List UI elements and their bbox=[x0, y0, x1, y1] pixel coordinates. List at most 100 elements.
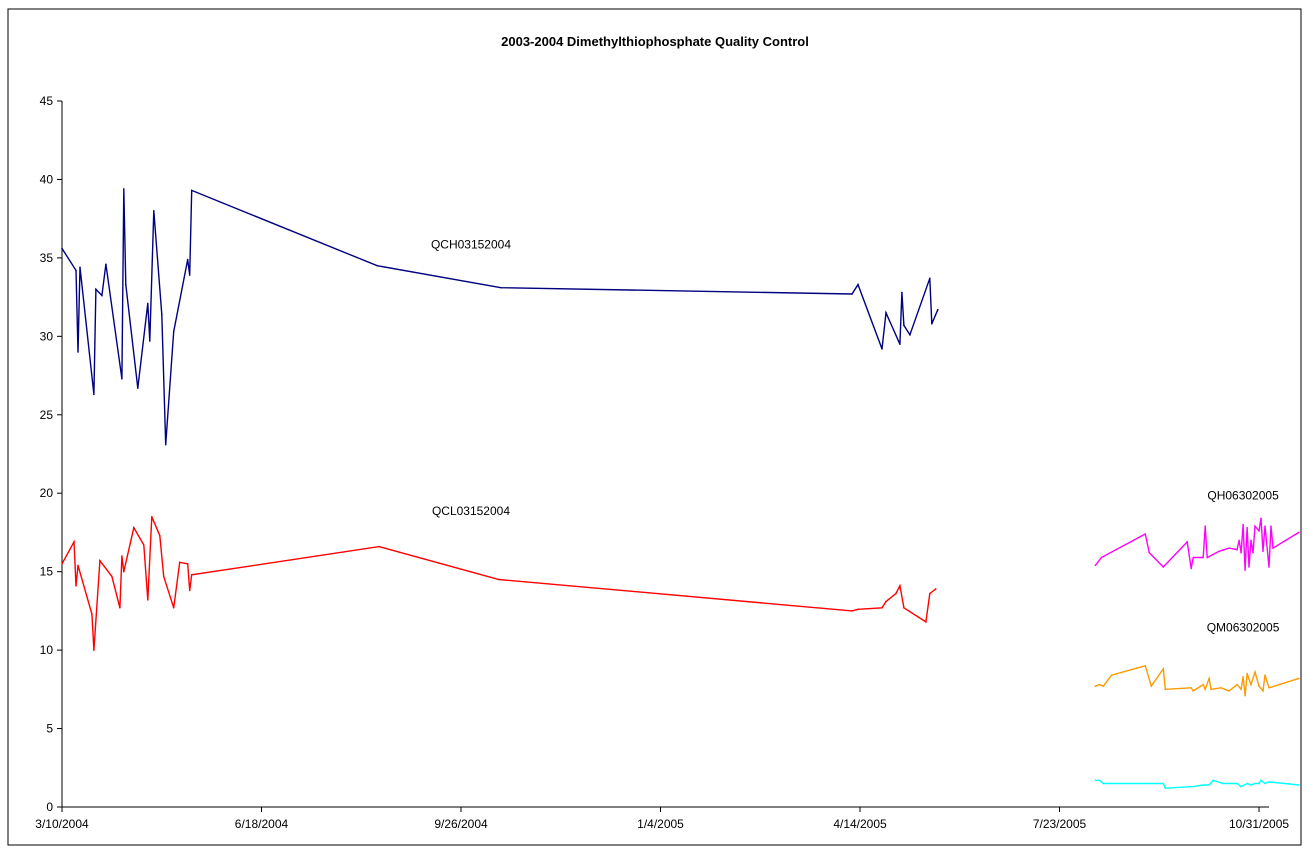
series-group bbox=[1094, 517, 1300, 571]
data-point bbox=[1204, 525, 1206, 527]
data-point bbox=[178, 561, 181, 564]
x-tick-label: 10/31/2005 bbox=[1229, 817, 1289, 831]
series-group bbox=[61, 516, 937, 651]
data-point bbox=[1098, 683, 1101, 686]
data-point bbox=[93, 649, 95, 651]
data-point bbox=[161, 313, 163, 316]
x-tick-label: 3/10/2004 bbox=[35, 817, 89, 831]
data-point bbox=[151, 516, 153, 518]
data-point bbox=[881, 607, 883, 609]
data-point bbox=[1218, 550, 1220, 553]
data-point bbox=[1202, 784, 1204, 786]
data-point bbox=[857, 608, 859, 611]
data-point bbox=[77, 564, 79, 567]
data-point bbox=[851, 610, 853, 612]
data-point bbox=[1150, 685, 1153, 687]
y-tick-label: 10 bbox=[40, 643, 54, 657]
y-tick-label: 35 bbox=[40, 251, 54, 265]
data-point bbox=[895, 592, 897, 595]
data-point bbox=[1144, 533, 1147, 535]
y-tick-label: 40 bbox=[40, 172, 54, 186]
data-point bbox=[1102, 782, 1105, 785]
data-point bbox=[133, 526, 135, 529]
data-point bbox=[1258, 782, 1260, 785]
data-point bbox=[1254, 525, 1256, 527]
data-point bbox=[881, 348, 883, 350]
data-point bbox=[159, 534, 161, 537]
data-point bbox=[1162, 566, 1165, 568]
data-point bbox=[1236, 548, 1238, 551]
data-point bbox=[190, 189, 193, 192]
data-point bbox=[931, 323, 933, 325]
data-point bbox=[1222, 782, 1224, 785]
data-point bbox=[61, 563, 63, 565]
y-tick-label: 15 bbox=[40, 565, 54, 579]
data-point bbox=[1094, 779, 1097, 782]
data-point bbox=[899, 585, 901, 587]
data-point bbox=[123, 188, 125, 190]
y-tick-label: 5 bbox=[46, 722, 53, 736]
data-point bbox=[929, 277, 931, 280]
data-point bbox=[1100, 556, 1103, 559]
data-point bbox=[498, 578, 500, 581]
data-point bbox=[1260, 779, 1262, 782]
data-point bbox=[1162, 782, 1165, 785]
y-tick-label: 25 bbox=[40, 408, 54, 422]
data-point bbox=[899, 343, 901, 346]
data-point bbox=[500, 286, 502, 289]
data-point bbox=[77, 351, 79, 353]
data-point bbox=[1298, 531, 1300, 534]
data-point bbox=[1240, 785, 1242, 788]
annotation-layer: QCH03152004 QCL03152004 QH06302005 QM063020… bbox=[431, 237, 1280, 634]
data-point bbox=[1098, 779, 1101, 782]
data-point bbox=[101, 294, 103, 297]
x-tick-label: 6/18/2004 bbox=[235, 817, 289, 831]
data-point bbox=[147, 599, 149, 601]
data-point bbox=[1236, 683, 1238, 686]
data-point bbox=[188, 589, 191, 592]
data-point bbox=[909, 334, 911, 336]
data-point bbox=[153, 210, 155, 212]
data-point bbox=[378, 545, 381, 548]
data-point bbox=[885, 312, 887, 314]
data-point bbox=[376, 264, 379, 267]
data-point bbox=[1264, 782, 1266, 785]
data-point bbox=[1190, 687, 1192, 689]
data-point bbox=[93, 393, 95, 396]
data-point bbox=[1258, 530, 1260, 532]
data-point bbox=[119, 607, 121, 609]
data-point bbox=[1260, 517, 1262, 520]
data-point bbox=[1272, 547, 1274, 549]
data-point bbox=[95, 288, 97, 291]
data-point bbox=[172, 330, 175, 333]
data-point bbox=[1246, 526, 1248, 529]
data-point bbox=[1244, 694, 1246, 697]
data-point bbox=[1258, 685, 1260, 687]
data-point bbox=[1144, 665, 1147, 667]
data-point bbox=[1210, 688, 1212, 691]
data-point bbox=[1240, 552, 1242, 554]
data-point bbox=[1254, 671, 1256, 673]
x-tick-label: 7/23/2005 bbox=[1033, 817, 1087, 831]
data-point bbox=[61, 247, 63, 250]
data-point bbox=[1236, 782, 1238, 785]
data-point bbox=[1202, 683, 1204, 686]
data-point bbox=[885, 600, 887, 603]
series-annotation: QCH03152004 bbox=[431, 237, 511, 251]
data-point bbox=[1264, 674, 1266, 676]
data-point bbox=[1270, 525, 1272, 527]
data-point bbox=[903, 607, 905, 609]
data-point bbox=[1268, 566, 1270, 568]
x-tick-label: 1/4/2005 bbox=[637, 817, 684, 831]
chart-title: 2003-2004 Dimethylthiophosphate Quality … bbox=[501, 34, 809, 49]
data-point bbox=[111, 575, 113, 578]
x-tick-label: 9/26/2004 bbox=[434, 817, 488, 831]
y-tick-label: 45 bbox=[40, 94, 54, 108]
data-point bbox=[1164, 787, 1167, 789]
x-tick-label: 4/14/2005 bbox=[833, 817, 887, 831]
data-point bbox=[147, 302, 149, 305]
data-point bbox=[73, 541, 75, 543]
data-point bbox=[1246, 782, 1248, 785]
data-point bbox=[1268, 687, 1270, 689]
data-point bbox=[1240, 688, 1242, 691]
